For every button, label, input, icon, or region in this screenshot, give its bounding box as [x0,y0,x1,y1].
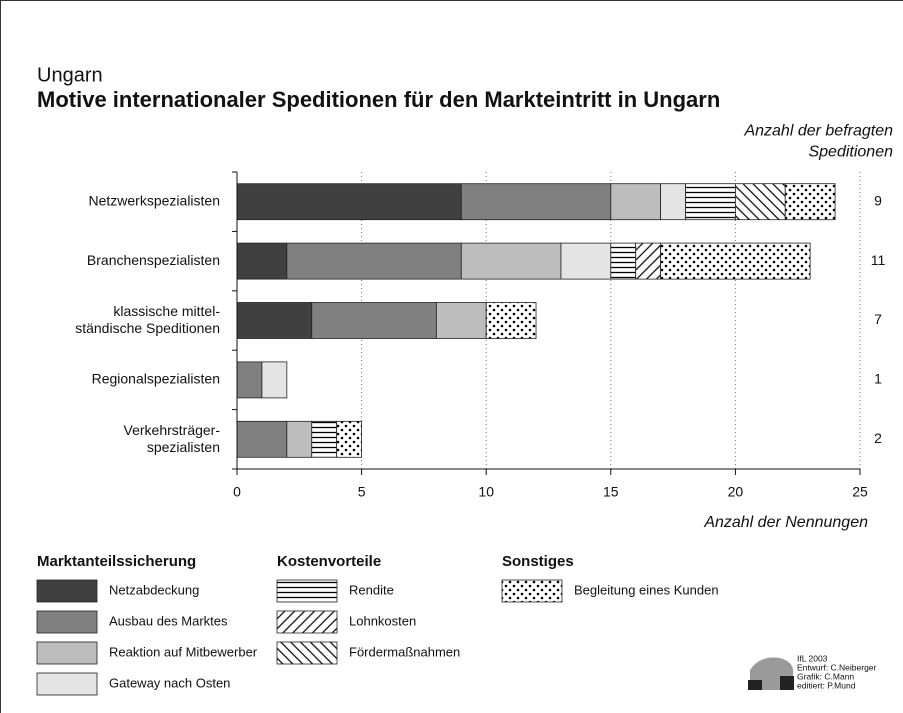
bar-segment [560,242,612,280]
bar-segment [685,183,736,221]
legend-swatch [501,579,563,603]
y-tick-label: klassische mittel-ständische Speditionen [75,303,220,336]
respondents-value: 9 [874,192,882,208]
x-tick-label: 5 [358,484,366,500]
legend-swatch [36,610,98,634]
bar-segment [236,183,462,221]
chart-title: Motive internationaler Speditionen für d… [37,87,720,112]
x-tick-label: 15 [603,484,619,500]
respondents-value: 7 [874,311,882,327]
legend-group-title: Sonstiges [502,553,574,570]
x-tick-label: 0 [233,484,241,500]
bar-segment [236,302,313,339]
x-tick-label: 20 [728,484,744,500]
chart-supertitle: Ungarn [37,64,103,86]
bar-segment [311,302,437,339]
bar-segment [610,242,637,280]
bar-segment [735,183,786,221]
legend-group-title: Kostenvorteile [277,553,381,570]
bar-segment [485,302,537,339]
bar-segment [286,420,313,458]
legend-swatch [36,579,98,603]
legend-label: Begleitung eines Kunden [574,582,719,597]
bar-segment [460,242,562,280]
legend-swatch [276,610,338,634]
legend-swatch [36,672,98,696]
x-tick-label: 10 [478,484,494,500]
legend-label: Netzabdeckung [109,582,199,597]
y-tick-label: Verkehrsträger-spezialisten [124,422,221,455]
bar-segment [236,420,288,458]
legend-label: Gateway nach Osten [109,675,230,690]
bar-segment [236,242,288,280]
respondents-label: Anzahl der befragten Speditionen [743,123,893,161]
legend-label: Ausbau des Marktes [109,613,228,628]
legend-group-title: Marktanteilssicherung [37,553,196,570]
bar-segment [610,183,662,221]
x-tick-label: 25 [852,484,868,500]
legend-swatch [276,579,338,603]
legend-swatch [36,641,98,665]
bar-segment [460,183,612,221]
y-tick-label: Regionalspezialisten [92,371,220,387]
legend-label: Reaktion auf Mitbewerber [109,644,258,659]
respondents-value: 2 [874,430,882,446]
credit: Grafik: C.Mann [797,671,854,681]
credit: Entwurf: C.Neiberger [797,662,877,672]
bar-segment [311,420,338,458]
legend-label: Fördermaßnahmen [349,644,460,659]
bar-segment [784,183,836,221]
x-axis-label: Anzahl der Nennungen [703,514,868,531]
bar-segment [236,361,263,399]
legend-swatch [276,641,338,665]
logo [748,657,794,691]
bar-segment [261,361,288,399]
y-tick-label: Branchenspezialisten [87,252,220,268]
credit: editiert: P.Mund [797,680,856,690]
credit: IfL 2003 [797,653,828,663]
respondents-value: 11 [871,252,886,268]
bar-segment [336,420,362,458]
y-tick-label: Netzwerkspezialisten [89,192,221,208]
legend-label: Lohnkosten [349,613,416,628]
bar-segment [635,242,662,280]
bar-segment [435,302,487,339]
bar-segment [286,242,462,280]
bar-segment [660,183,686,221]
respondents-value: 1 [874,371,882,387]
legend-label: Rendite [349,582,394,597]
bar-segment [660,242,811,280]
